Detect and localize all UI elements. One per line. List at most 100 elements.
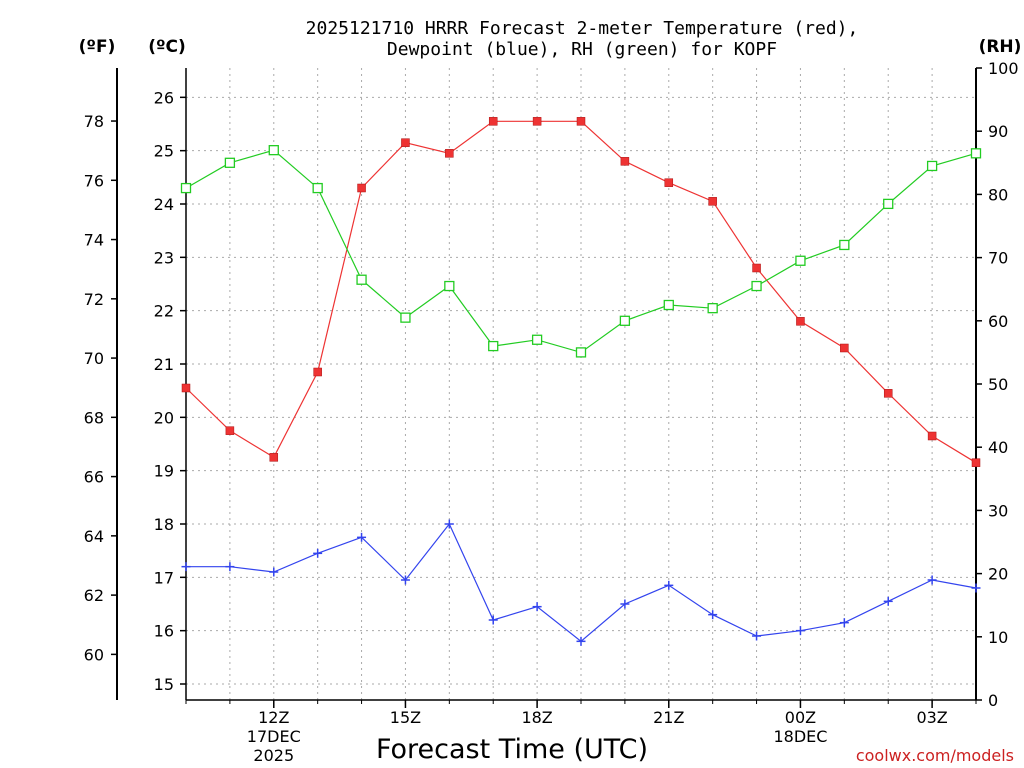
x-tick-label: 21Z (653, 708, 684, 727)
x-tick-date: 18DEC (773, 727, 827, 746)
celsius-tick-label: 22 (154, 302, 174, 321)
rh-point (663, 299, 674, 311)
rh-point (356, 274, 367, 285)
x-axis-label: Forecast Time (UTC) (376, 734, 648, 765)
celsius-tick-label: 25 (154, 142, 174, 161)
celsius-tick-label: 16 (154, 622, 174, 641)
celsius-tick-label: 17 (154, 568, 174, 587)
rh-point (926, 160, 938, 172)
2-meter-temperature-point (313, 367, 322, 377)
dewpoint-point (883, 596, 893, 606)
rh-point (268, 145, 279, 156)
2-meter-temperature-point (620, 157, 630, 166)
dewpoint-line (186, 522, 977, 643)
dewpoint-point (927, 575, 937, 585)
celsius-unit-label: (ºC) (148, 37, 186, 57)
rh-tick-label: 40 (988, 438, 1008, 457)
x-tick-label: 18Z (521, 708, 552, 727)
fahrenheit-tick-label: 76 (84, 171, 104, 190)
fahrenheit-tick-label: 72 (84, 290, 104, 309)
rh-point (531, 334, 543, 345)
2-meter-temperature-point (269, 453, 279, 462)
rh-point (751, 280, 762, 292)
x-tick-label: 15Z (390, 708, 421, 727)
gridlines (186, 68, 976, 700)
fahrenheit-tick-label: 60 (84, 645, 104, 664)
celsius-tick-label: 19 (154, 462, 174, 481)
chart-title: 2025121710 HRRR Forecast 2-meter Tempera… (306, 18, 859, 39)
x-tick-year: 2025 (253, 746, 294, 765)
2-meter-temperature-point (401, 138, 410, 147)
dewpoint-point (576, 636, 586, 646)
rh-point (400, 312, 411, 323)
2-meter-temperature-point (225, 426, 235, 435)
rh-tick-label: 80 (988, 185, 1008, 204)
2-meter-temperature-point (664, 178, 674, 187)
fahrenheit-unit-label: (ºF) (79, 37, 116, 57)
rh-point (312, 182, 323, 194)
dewpoint-point (225, 562, 235, 572)
celsius-tick-label: 24 (154, 195, 174, 214)
dewpoint-point (752, 631, 762, 641)
axes (111, 67, 982, 708)
tick-labels: 15 16 17 18 19 20 21 22 23 24 25 26 60 62 64 66 68 70 72 74… (84, 59, 1019, 765)
rh-point (488, 340, 499, 352)
fahrenheit-tick-label: 68 (84, 408, 104, 427)
celsius-tick-label: 18 (154, 515, 174, 534)
dewpoint-point (269, 567, 279, 577)
2-meter-temperature-point (445, 149, 454, 158)
rh-point (795, 255, 806, 266)
2-meter-temperature-point (576, 117, 586, 126)
rh-tick-label: 30 (988, 501, 1008, 520)
dewpoint-point (664, 580, 674, 590)
celsius-tick-label: 26 (154, 88, 174, 107)
rh-line (185, 149, 977, 354)
dewpoint-point (488, 615, 498, 625)
celsius-tick-label: 20 (154, 408, 174, 427)
chart-subtitle: Dewpoint (blue), RH (green) for KOPF (387, 39, 777, 60)
fahrenheit-tick-label: 66 (84, 468, 104, 487)
fahrenheit-tick-label: 70 (84, 349, 104, 368)
rh-point (180, 182, 192, 194)
rh-point (224, 157, 236, 168)
rh-point (575, 347, 587, 358)
celsius-tick-label: 21 (154, 355, 174, 374)
fahrenheit-tick-label: 74 (84, 231, 104, 250)
2-meter-temperature-point (181, 383, 191, 393)
2-meter-temperature-point (752, 263, 761, 273)
2-meter-temperature-point (840, 343, 849, 353)
x-tick-label: 03Z (916, 708, 947, 727)
dewpoint-point (532, 602, 542, 612)
x-tick-date: 17DEC (247, 727, 301, 746)
dewpoint-point (444, 519, 454, 529)
fahrenheit-tick-label: 78 (84, 112, 104, 131)
rh-tick-label: 20 (988, 565, 1008, 584)
2-meter-temperature-point (357, 183, 366, 193)
dewpoint-point (400, 575, 410, 585)
rh-tick-label: 10 (988, 628, 1008, 647)
rh-tick-label: 100 (988, 59, 1019, 78)
2-meter-temperature-point (708, 197, 717, 206)
rh-point (619, 315, 631, 326)
dewpoint-point (839, 618, 849, 628)
rh-tick-label: 60 (988, 312, 1008, 331)
dewpoint-point (708, 610, 718, 620)
rh-point (444, 280, 455, 292)
rh-tick-label: 90 (988, 122, 1008, 141)
x-tick-label: 00Z (785, 708, 816, 727)
rh-point (970, 148, 982, 159)
rh-tick-label: 50 (988, 375, 1008, 394)
credit-link[interactable]: coolwx.com/models (856, 746, 1014, 765)
dewpoint-point (357, 532, 367, 542)
data-series (180, 117, 982, 646)
rh-unit-label: (RH) (979, 37, 1022, 57)
dewpoint-point (313, 548, 323, 558)
rh-tick-label: 0 (988, 691, 998, 710)
celsius-tick-label: 15 (154, 675, 174, 694)
rh-point (883, 198, 894, 210)
dewpoint-point (971, 583, 981, 593)
dewpoint-point (181, 562, 191, 572)
rh-point (707, 303, 718, 314)
2-meter-temperature-point (796, 317, 805, 326)
